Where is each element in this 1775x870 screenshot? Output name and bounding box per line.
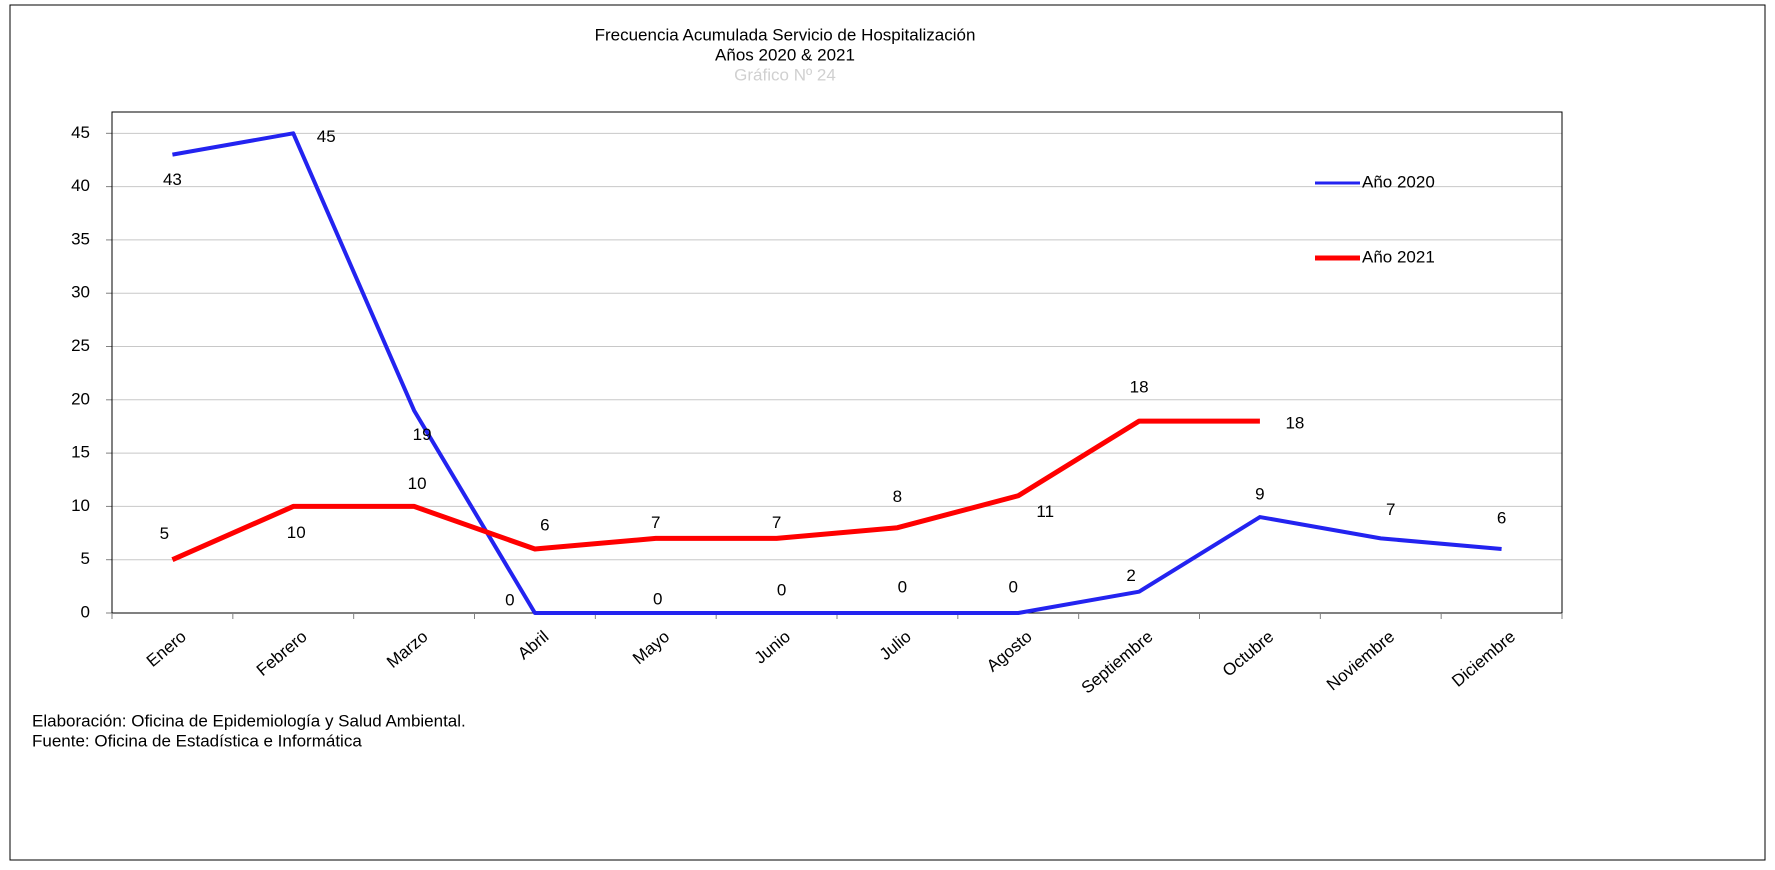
chart-subtitle: Años 2020 & 2021 (715, 45, 855, 64)
data-label: 8 (893, 487, 902, 506)
data-label: 7 (1386, 500, 1395, 519)
chart-title: Frecuencia Acumulada Servicio de Hospita… (595, 25, 976, 44)
y-tick-label: 40 (71, 176, 90, 195)
legend-label: Año 2020 (1362, 172, 1435, 191)
y-tick-label: 20 (71, 389, 90, 408)
data-label: 45 (317, 127, 336, 146)
footer-line: Elaboración: Oficina de Epidemiología y … (32, 711, 466, 730)
data-label: 18 (1130, 378, 1149, 397)
data-label: 0 (1009, 577, 1018, 596)
y-tick-label: 5 (81, 549, 90, 568)
y-tick-label: 25 (71, 336, 90, 355)
data-label: 0 (505, 590, 514, 609)
y-tick-label: 15 (71, 443, 90, 462)
series-line (171, 418, 1260, 562)
footer-line: Fuente: Oficina de Estadística e Informá… (32, 731, 362, 750)
data-label: 10 (408, 474, 427, 493)
data-label: 18 (1285, 414, 1304, 433)
chart-border (9, 4, 1766, 861)
data-label: 7 (651, 513, 660, 532)
data-label: 43 (163, 170, 182, 189)
series-line (172, 131, 1502, 615)
data-label: 19 (413, 425, 432, 444)
y-tick-label: 0 (81, 602, 90, 621)
y-tick-label: 30 (71, 283, 90, 302)
legend-label: Año 2021 (1362, 247, 1435, 266)
chart-caption: Gráfico Nº 24 (734, 65, 836, 84)
data-label: 9 (1255, 485, 1264, 504)
data-label: 11 (1036, 502, 1054, 521)
data-label: 5 (160, 524, 169, 543)
data-label: 7 (772, 513, 781, 532)
data-label: 6 (1497, 509, 1506, 528)
data-label: 10 (287, 523, 306, 542)
data-label: 2 (1126, 566, 1135, 585)
y-tick-label: 10 (71, 496, 90, 515)
data-label: 6 (540, 516, 549, 535)
y-tick-label: 35 (71, 229, 90, 248)
data-label: 0 (653, 589, 662, 608)
data-label: 0 (777, 580, 786, 599)
data-label: 0 (898, 577, 907, 596)
y-tick-label: 45 (71, 123, 90, 142)
